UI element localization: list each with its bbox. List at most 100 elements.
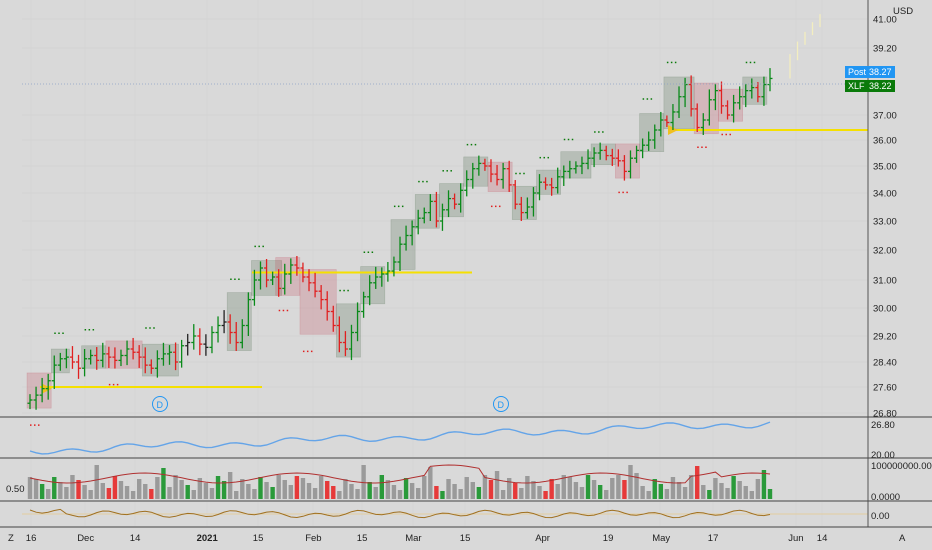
marker-dot [230, 278, 232, 280]
marker-dot [697, 146, 699, 148]
price-tick-label: 37.00 [873, 111, 897, 122]
time-tick-label: Apr [535, 533, 550, 544]
volume-bar [731, 476, 736, 499]
consolidation-box [275, 257, 301, 296]
volume-bar [112, 476, 118, 499]
zoom-button[interactable]: Z [8, 533, 14, 544]
marker-dot [286, 309, 289, 312]
marker-dot [34, 424, 36, 426]
volume-bar [707, 490, 712, 499]
price-tick-label: 30.00 [873, 304, 897, 315]
price-tick-label: 26.80 [873, 409, 897, 420]
volume-bar [167, 487, 172, 499]
price-tick-label: 27.60 [873, 383, 897, 394]
line-pane-tick-bottom: 20.00 [871, 450, 895, 461]
marker-dot [670, 61, 673, 64]
volume-bar [616, 475, 621, 499]
marker-dot [701, 146, 703, 148]
marker-dot [30, 424, 32, 426]
volume-bar [488, 480, 494, 499]
volume-bar [458, 489, 463, 499]
marker-dot [674, 61, 677, 64]
volume-bar [494, 471, 500, 499]
volume-bar [373, 487, 378, 499]
marker-dot [62, 332, 64, 334]
dividend-marker-2-label: D [498, 400, 505, 410]
marker-dot [563, 138, 566, 141]
marker-dot [58, 332, 60, 334]
consolidation-box [81, 345, 107, 369]
marker-dot [721, 133, 723, 136]
volume-bar [500, 490, 506, 499]
volume-bar [482, 475, 488, 499]
volume-bar [282, 480, 287, 499]
consolidation-box [693, 82, 719, 135]
volume-bar [531, 481, 536, 499]
marker-dot [543, 156, 546, 159]
auto-scale-button[interactable]: A [899, 533, 906, 544]
marker-dot [347, 289, 349, 292]
volume-bar [652, 479, 657, 499]
consolidation-box [105, 340, 143, 369]
marker-dot [426, 180, 428, 183]
price-tick-label: 33.00 [873, 217, 897, 228]
consolidation-box [226, 292, 252, 351]
marker-dot [84, 329, 87, 331]
last-label-value: 38.22 [869, 81, 892, 91]
volume-pane-label: 0.50 [6, 484, 25, 495]
volume-bar [240, 479, 245, 499]
volume-bar [525, 476, 530, 499]
volume-bar [688, 475, 694, 499]
dividend-marker-1[interactable]: D [152, 396, 168, 412]
volume-bar [82, 485, 87, 499]
marker-dot [339, 289, 341, 292]
consolidation-box [590, 143, 616, 165]
volume-bar [597, 485, 603, 499]
volume-bar [45, 489, 51, 499]
marker-dot [393, 205, 396, 208]
line-pane-tick-top: 26.80 [871, 420, 895, 431]
consolidation-box [487, 161, 513, 192]
indicator-line-pane [29, 421, 771, 455]
volume-bar [252, 489, 257, 499]
volume-bar [312, 488, 318, 499]
marker-dot [38, 424, 40, 426]
dividend-marker-2[interactable]: D [493, 396, 509, 412]
volume-bar [355, 489, 360, 499]
volume-bar [124, 486, 130, 499]
marker-dot [149, 327, 151, 329]
volume-bar [367, 482, 372, 499]
consolidation-boxes [26, 76, 768, 409]
volume-bar [88, 490, 93, 499]
marker-dots [30, 61, 756, 426]
marker-dot [494, 205, 497, 208]
marker-dot [602, 131, 604, 133]
volume-bar [725, 488, 730, 499]
marker-dot [594, 131, 596, 133]
consolidation-box [141, 343, 179, 377]
last-label-name: XLF [848, 81, 865, 91]
consolidation-box [439, 183, 464, 218]
time-tick-label: 14 [130, 533, 141, 544]
marker-dot [474, 143, 477, 146]
volume-bar [682, 487, 688, 499]
volume-bar [197, 478, 203, 499]
marker-dot [622, 191, 624, 194]
consolidation-box [299, 269, 337, 335]
volume-bar [331, 486, 336, 499]
marker-dot [642, 98, 645, 100]
volume-bar [604, 490, 609, 499]
volume-bar [106, 488, 112, 499]
marker-dot [725, 133, 727, 136]
volume-bar [325, 481, 330, 499]
marker-dot [363, 251, 366, 253]
time-tick-label: 2021 [197, 533, 219, 544]
volume-bar [221, 481, 227, 499]
price-tick-label: 32.00 [873, 246, 897, 257]
time-tick-label: 19 [603, 533, 614, 544]
marker-dot [490, 205, 493, 208]
marker-dot [571, 138, 574, 141]
volume-bar [761, 470, 767, 499]
volume-bar [361, 465, 366, 499]
